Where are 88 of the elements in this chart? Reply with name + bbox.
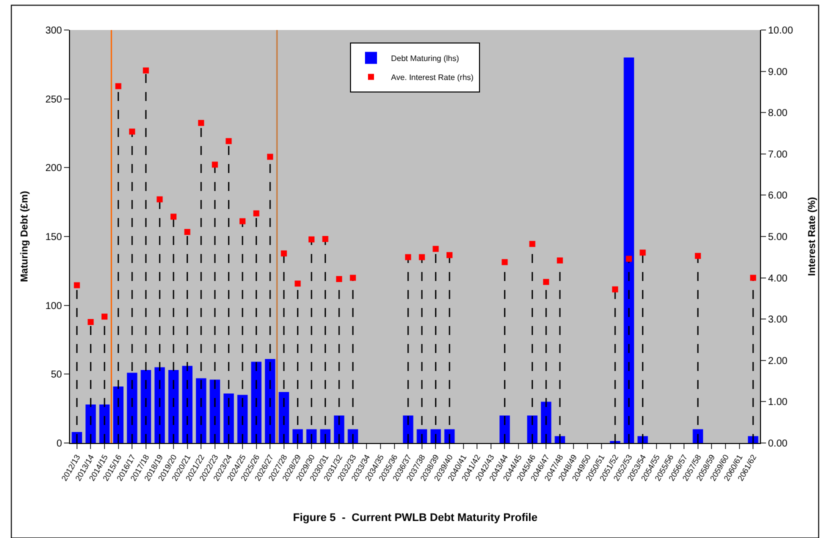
bar [251, 362, 262, 443]
bar [154, 367, 165, 443]
bar [416, 429, 428, 443]
point [267, 154, 274, 160]
point [350, 274, 356, 281]
bar [210, 380, 220, 443]
y2-tick-label: 1.00 [768, 397, 788, 408]
point [626, 256, 632, 262]
bar [334, 415, 344, 443]
y2-tick-label: 0.00 [768, 438, 788, 450]
point [446, 252, 452, 258]
y2-tick-label: 8.00 [768, 108, 788, 120]
bar [430, 429, 441, 443]
point [115, 83, 122, 90]
bar [196, 378, 206, 443]
point [308, 236, 314, 242]
bar [278, 392, 290, 443]
bar [500, 415, 510, 443]
y2-tick-label: 10.00 [768, 26, 794, 36]
point [253, 210, 260, 216]
point [74, 282, 80, 288]
y2-tick-label: 2.00 [768, 356, 788, 367]
legend-label: Debt Maturing (lhs) [391, 54, 460, 64]
bar [126, 372, 138, 443]
point [543, 278, 550, 285]
y2-tick-label: 7.00 [768, 149, 788, 160]
y-axis-title: Maturing Debt (£m) [19, 190, 30, 282]
point [142, 67, 149, 74]
point [240, 218, 246, 224]
point [432, 246, 439, 252]
bar [224, 393, 234, 443]
bar [554, 436, 566, 443]
bar [113, 386, 124, 443]
y-tick-label: 150 [45, 232, 62, 243]
bar [444, 429, 455, 443]
y2-axis-title: Interest Rate (%) [806, 197, 818, 276]
legend-label: Ave. Interest Rate (rhs) [391, 73, 474, 82]
bar [320, 429, 330, 443]
point [529, 240, 536, 247]
bar [348, 429, 358, 443]
point [612, 286, 618, 292]
bar [72, 432, 82, 443]
y2-tick-label: 9.00 [768, 66, 788, 78]
bar [527, 415, 538, 443]
bar [624, 58, 634, 443]
bar [140, 370, 152, 443]
point [156, 196, 163, 202]
bar [168, 370, 179, 443]
point [102, 314, 108, 320]
point [129, 128, 136, 135]
point [418, 254, 425, 260]
bar [99, 404, 110, 443]
bar [86, 404, 96, 443]
bar [237, 394, 248, 443]
bar [264, 359, 276, 443]
point [226, 138, 232, 144]
point [322, 236, 328, 242]
y-tick-label: 100 [45, 300, 62, 312]
point [280, 250, 287, 256]
bar [540, 402, 552, 443]
y2-tick-label: 6.00 [768, 190, 788, 202]
point [184, 228, 190, 235]
bar [292, 429, 303, 443]
y2-tick-label: 4.00 [768, 273, 788, 284]
point [556, 257, 563, 264]
bar [306, 429, 317, 443]
point [750, 274, 756, 281]
point [170, 214, 176, 220]
y-tick-label: 300 [45, 26, 62, 36]
point [502, 259, 508, 266]
bar [182, 366, 192, 443]
point [336, 276, 342, 282]
bar [402, 415, 414, 443]
y-tick-label: 200 [45, 163, 62, 174]
point [88, 318, 94, 325]
point [198, 120, 204, 126]
y-tick-label: 50 [50, 370, 62, 381]
y-tick-label: 250 [45, 94, 62, 106]
y2-tick-label: 3.00 [768, 314, 788, 326]
y2-tick-label: 5.00 [768, 232, 788, 243]
point [640, 250, 646, 256]
point [405, 254, 412, 260]
point [694, 252, 701, 259]
point [212, 162, 218, 168]
point [294, 280, 301, 287]
text: Figure 5 - Current PWLB Debt Maturity Profile [293, 512, 538, 524]
y-tick-label: 0 [56, 438, 62, 450]
bar [692, 429, 704, 443]
